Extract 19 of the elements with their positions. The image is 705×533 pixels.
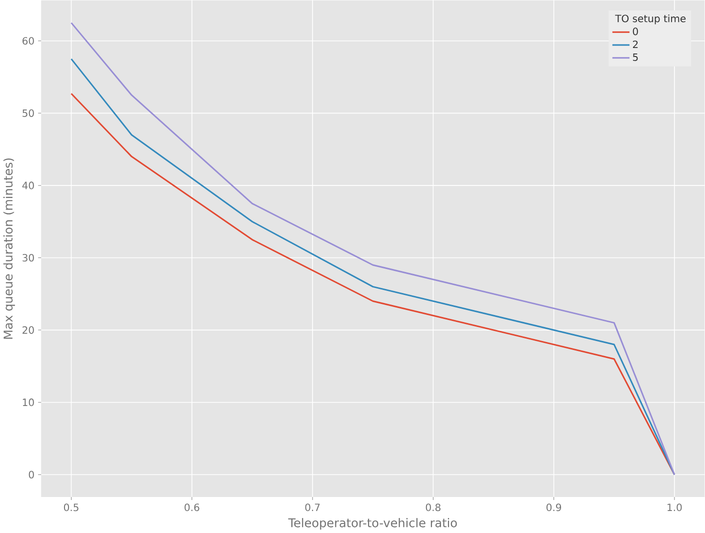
y-tick-label: 30 — [22, 254, 34, 262]
y-tick-label: 10 — [22, 398, 34, 406]
y-axis-title: Max queue duration (minutes) — [3, 158, 15, 339]
y-tick-label: 20 — [22, 326, 34, 334]
legend-label: 0 — [632, 28, 638, 36]
legend-title: TO setup time — [615, 14, 686, 24]
y-tick-label: 50 — [22, 109, 34, 117]
y-tick-label: 40 — [22, 182, 34, 190]
legend-label: 2 — [632, 40, 638, 48]
legend-label: 5 — [633, 54, 638, 61]
x-tick-label: 0.6 — [184, 504, 200, 512]
x-tick-label: 0.8 — [426, 504, 440, 512]
y-tick-label: 60 — [22, 37, 34, 45]
x-tick-label: 1.0 — [668, 504, 682, 512]
y-tick-label: 0 — [28, 470, 34, 478]
x-tick-label: 0.9 — [546, 504, 562, 512]
x-axis-title: Teleoperator-to-vehicle ratio — [288, 518, 457, 530]
x-tick-label: 0.7 — [305, 504, 320, 512]
x-tick-label: 0.5 — [64, 504, 78, 512]
